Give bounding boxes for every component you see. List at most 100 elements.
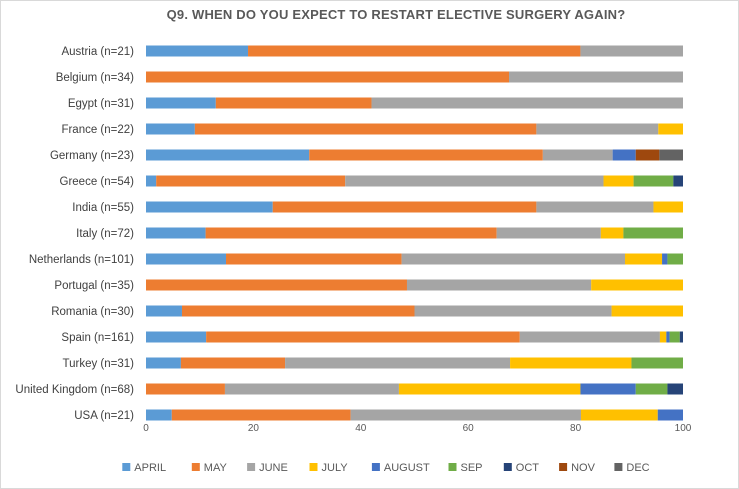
- x-tick-label: 0: [143, 423, 149, 434]
- legend-label-dec: DEC: [626, 462, 649, 474]
- bar-segment-june: [406, 279, 592, 291]
- bar-segment-nov: [635, 149, 660, 161]
- bar-segment-july: [625, 253, 663, 265]
- bar-segment-may: [171, 409, 351, 421]
- legend-label-oct: OCT: [516, 462, 540, 474]
- bar-segment-april: [146, 253, 227, 265]
- x-tick-label: 40: [355, 423, 367, 434]
- bar-segment-april: [146, 97, 216, 109]
- bar-segment-august: [666, 331, 670, 343]
- legend-label-nov: NOV: [571, 462, 596, 474]
- bar-segment-april: [146, 149, 310, 161]
- bar-segment-june: [580, 45, 683, 57]
- bar-segment-april: [146, 123, 195, 135]
- bar-segment-may: [272, 201, 537, 213]
- legend-label-april: APRIL: [134, 462, 166, 474]
- x-tick-label: 60: [463, 423, 475, 434]
- bar-segment-sep: [669, 331, 680, 343]
- bar-segment-sep: [635, 383, 668, 395]
- bar-segment-august: [657, 409, 683, 421]
- bar-segment-april: [146, 305, 182, 317]
- bar-segment-sep: [631, 357, 683, 369]
- x-tick-label: 20: [248, 423, 260, 434]
- bar-segment-may: [206, 331, 520, 343]
- bar-segment-july: [658, 123, 683, 135]
- legend-label-july: JULY: [322, 462, 349, 474]
- category-label: India (n=55): [72, 202, 134, 214]
- category-label: France (n=22): [61, 124, 134, 136]
- bar-segment-april: [146, 201, 273, 213]
- bar-segment-june: [350, 409, 581, 421]
- bar-segment-may: [146, 383, 225, 395]
- bar-segment-june: [414, 305, 612, 317]
- bar-segment-july: [510, 357, 632, 369]
- bar-segment-july: [659, 331, 667, 343]
- legend-label-may: MAY: [204, 462, 228, 474]
- category-label: Greece (n=54): [60, 176, 135, 188]
- bar-segment-april: [146, 409, 172, 421]
- category-label: Spain (n=161): [61, 332, 134, 344]
- x-axis: 0 20 40 60 80 100: [143, 423, 692, 434]
- x-tick-label: 80: [570, 423, 582, 434]
- bar-segment-june: [536, 123, 659, 135]
- legend-label-sep: SEP: [461, 462, 483, 474]
- bar-segment-july: [398, 383, 581, 395]
- bar-segment-june: [224, 383, 399, 395]
- bar-segment-july: [653, 201, 683, 213]
- legend-swatch-july: [309, 463, 318, 471]
- bar-segment-may: [181, 305, 415, 317]
- bar-segment-april: [146, 45, 249, 57]
- legend-swatch-sep: [448, 463, 457, 471]
- category-label: Austria (n=21): [61, 46, 134, 58]
- category-label: Romania (n=30): [51, 306, 134, 318]
- bar-segment-oct: [667, 383, 683, 395]
- bar-segment-april: [146, 331, 207, 343]
- bar-segment-july: [600, 227, 624, 239]
- bar-segment-july: [603, 175, 634, 187]
- bar-segment-may: [180, 357, 286, 369]
- chart-title: Q9. WHEN DO YOU EXPECT TO RESTART ELECTI…: [167, 7, 626, 22]
- legend-swatch-april: [122, 463, 131, 471]
- bar-segment-july: [611, 305, 683, 317]
- bar-segment-june: [536, 201, 654, 213]
- bar-segment-may: [156, 175, 346, 187]
- bar-segment-may: [309, 149, 543, 161]
- bar-segment-sep: [633, 175, 674, 187]
- category-label: Egypt (n=31): [68, 98, 134, 110]
- x-tick-label: 100: [675, 423, 692, 434]
- legend-swatch-august: [371, 463, 380, 471]
- legend-swatch-may: [191, 463, 200, 471]
- legend-label-august: AUGUST: [384, 462, 430, 474]
- bar-segment-april: [146, 357, 181, 369]
- bar-segment-dec: [659, 149, 683, 161]
- bar-segment-june: [345, 175, 604, 187]
- bar-segment-may: [248, 45, 581, 57]
- category-label: Turkey (n=31): [63, 358, 135, 370]
- bar-segment-may: [146, 71, 510, 83]
- bar-segment-oct: [673, 175, 683, 187]
- category-label: United Kingdom (n=68): [15, 384, 134, 396]
- bar-segment-june: [542, 149, 613, 161]
- bar-segment-june: [401, 253, 626, 265]
- category-label: Netherlands (n=101): [29, 254, 134, 266]
- legend-swatch-oct: [503, 463, 512, 471]
- bar-segment-may: [226, 253, 402, 265]
- bar-segment-august: [662, 253, 668, 265]
- legend: APRIL MAY JUNE JULY AUGUST SEP OCT NOV DEC: [122, 462, 650, 474]
- bar-segment-may: [215, 97, 372, 109]
- bar-segment-july: [591, 279, 683, 291]
- category-label: Germany (n=23): [50, 150, 134, 162]
- bar-segment-june: [371, 97, 683, 109]
- bar-segment-june: [509, 71, 683, 83]
- bar-segment-august: [580, 383, 636, 395]
- legend-swatch-nov: [559, 463, 568, 471]
- bar-segment-may: [205, 227, 497, 239]
- bar-segment-june: [496, 227, 601, 239]
- legend-swatch-dec: [614, 463, 623, 471]
- bar-segment-april: [146, 175, 157, 187]
- bar-segment-august: [612, 149, 636, 161]
- bar-segment-sep: [667, 253, 683, 265]
- bar-segment-june: [285, 357, 511, 369]
- bar-segment-may: [146, 279, 407, 291]
